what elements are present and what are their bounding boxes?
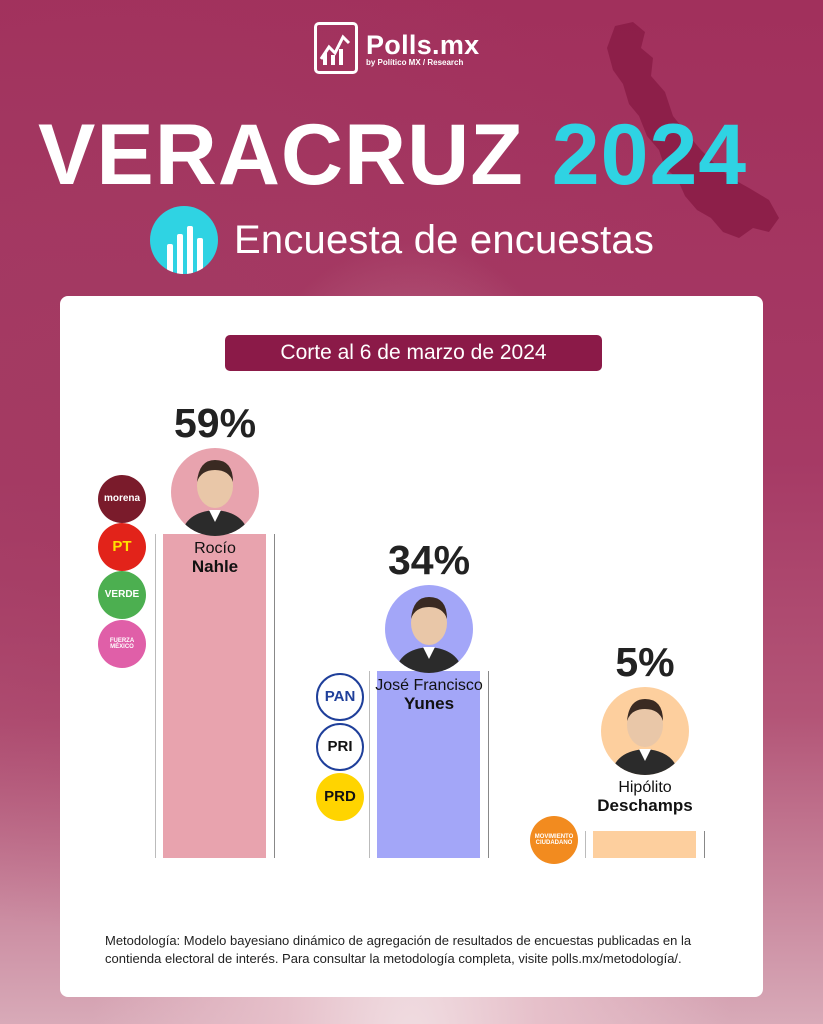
bar-1 xyxy=(155,533,275,858)
bar-2 xyxy=(369,671,489,858)
veracruz-map xyxy=(607,22,779,238)
percentage-label-2: 34% xyxy=(387,537,471,583)
candidate-last-name: Deschamps xyxy=(597,795,693,815)
candidate-first-name: Rocío xyxy=(194,539,236,557)
party-logo: PRI xyxy=(316,723,364,771)
party-name: morena xyxy=(103,492,141,504)
candidate-photo-3 xyxy=(601,686,689,775)
brand-name: Polls.mx xyxy=(366,29,480,60)
party-logo: FUERZA MÉXICO xyxy=(98,620,146,668)
party-name: MOVIMIENTO CIUDADANO xyxy=(534,833,574,846)
methodology-note: Metodología: Modelo bayesiano dinámico d… xyxy=(105,933,692,966)
party-name: PAN xyxy=(324,688,356,706)
party-logo: MOVIMIENTO CIUDADANO xyxy=(530,816,578,864)
candidate-photo-2 xyxy=(385,585,473,673)
candidate-last-name: Yunes xyxy=(403,694,455,713)
headline-state: VERACRUZ xyxy=(38,107,524,203)
party-logo: morena xyxy=(98,475,146,523)
subtitle-row: Encuesta de encuestas xyxy=(150,206,654,274)
party-logo: VERDE xyxy=(98,571,146,619)
percentage-label-1: 59% xyxy=(173,399,257,446)
cutoff-date: Corte al 6 de marzo de 2024 xyxy=(225,335,602,371)
party-name: PRD xyxy=(324,788,356,806)
party-name: PRI xyxy=(327,738,353,756)
candidate-name-2: José Francisco Yunes xyxy=(369,677,489,714)
party-logo: PT xyxy=(98,523,146,571)
percentage-label-3: 5% xyxy=(615,638,675,685)
candidate-first-name: José Francisco xyxy=(375,677,483,694)
bar-3 xyxy=(585,830,705,858)
party-logo: PAN xyxy=(316,673,364,721)
candidate-name-1: Rocío Nahle xyxy=(155,540,275,577)
candidate-photo-1 xyxy=(171,447,259,536)
polls-mx-logo: Polls.mx by Político MX / Research xyxy=(314,22,479,74)
bars-icon xyxy=(150,206,218,274)
headline-year: 2024 xyxy=(551,107,748,203)
brand-byline: by Político MX / Research xyxy=(366,57,464,67)
party-name: PT xyxy=(112,538,132,556)
party-name: VERDE xyxy=(104,588,140,600)
party-logo: PRD xyxy=(316,773,364,821)
candidate-last-name: Nahle xyxy=(191,556,239,576)
candidate-name-3: Hipólito Deschamps xyxy=(585,779,705,816)
subtitle: Encuesta de encuestas xyxy=(234,217,655,262)
party-name: FUERZA MÉXICO xyxy=(109,637,135,650)
headline: VERACRUZ 2024 xyxy=(38,110,747,200)
candidate-first-name: Hipólito xyxy=(618,778,672,796)
chart-logo-icon xyxy=(314,22,358,74)
